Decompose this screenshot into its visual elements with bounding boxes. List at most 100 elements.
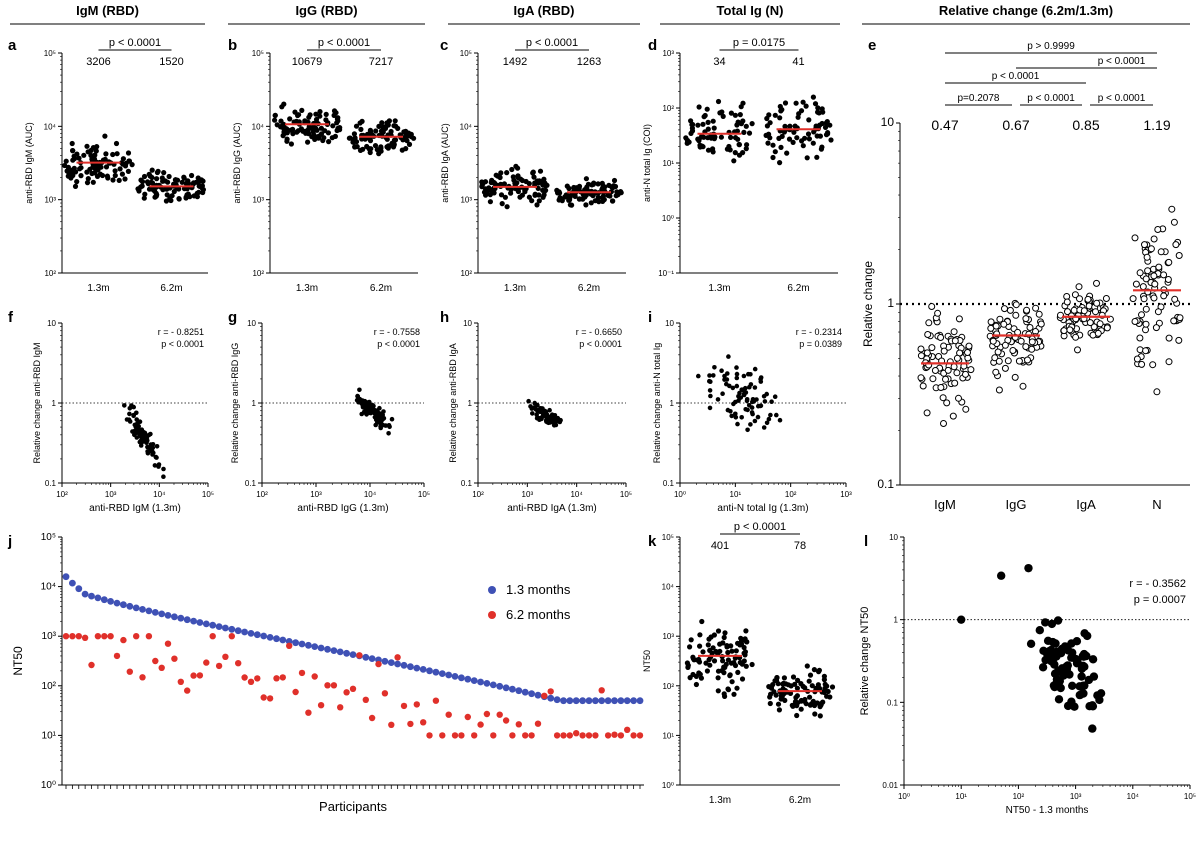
panel-k-point (693, 681, 700, 688)
panel-k-point (781, 675, 788, 681)
panel-b-ytick-label: 10⁴ (252, 122, 265, 131)
panel-d-median-value: 34 (713, 56, 725, 68)
panel-b-point (391, 137, 397, 143)
panel-e-point (1142, 305, 1150, 313)
panel-i-point (733, 411, 738, 417)
panel-k-point (709, 650, 715, 657)
panel-j-point-1-3-months (241, 628, 249, 636)
panel-c-point (583, 202, 589, 208)
panel-g-xtick-label: 10² (256, 490, 268, 499)
panel-i-point (752, 366, 758, 372)
panel-j-point-6-2-months (81, 634, 89, 641)
panel-f-point (143, 433, 148, 439)
panel-e-comparison: p < 0.0001 (992, 71, 1040, 82)
panel-j-point-1-3-months (617, 697, 625, 705)
panel-d-point (800, 143, 806, 149)
panel-a-point (62, 162, 68, 169)
panel-i-xtick-label: 10¹ (730, 490, 742, 499)
panel-g-xlabel: anti-RBD IgG (1.3m) (297, 503, 388, 514)
panel-d-pvalue: p = 0.0175 (733, 37, 785, 49)
panel-g-ylabel: Relative change anti-RBD IgG (230, 343, 240, 464)
panel-f-ytick-label: 10 (47, 319, 56, 328)
panel-f-stat: p < 0.0001 (161, 339, 204, 349)
panel-c-point (537, 168, 544, 174)
panel-f-xtick-label: 10⁵ (202, 490, 214, 499)
panel-k-point (790, 703, 796, 709)
panel-j-point-6-2-months (566, 732, 573, 739)
panel-j-point-6-2-months (222, 653, 229, 660)
panel-j-point-1-3-months (579, 697, 586, 705)
panel-d-point (766, 112, 772, 118)
panel-i-point (733, 415, 739, 420)
panel-i-point (764, 420, 770, 426)
panel-e-point (1160, 271, 1168, 279)
panel-j-point-6-2-months (356, 652, 363, 659)
panel-j-ylabel: NT50 (11, 646, 25, 676)
panel-e-point (1001, 364, 1009, 372)
panel-d-point (743, 146, 749, 152)
panel-a-point (191, 180, 197, 186)
panel-d-point (702, 112, 708, 119)
panel-e-point (939, 394, 947, 402)
panel-b-point (292, 109, 298, 115)
panel-j-point-1-3-months (266, 634, 274, 641)
panel-l-point (1051, 639, 1060, 648)
panel-b-category-label: 1.3m (296, 283, 318, 294)
panel-j-point-6-2-months (502, 717, 510, 724)
panel-a-point (90, 145, 96, 151)
panel-j-ytick-label: 10⁵ (41, 532, 56, 543)
panel-g-point (368, 410, 374, 416)
panel-b-point (354, 144, 360, 150)
panel-i-point (741, 373, 747, 379)
panel-b-point (383, 123, 389, 129)
panel-k-point (717, 641, 723, 647)
panel-i-stat: p = 0.0389 (799, 339, 842, 349)
panel-e-point (951, 337, 959, 345)
panel-j-point-6-2-months (235, 660, 242, 667)
panel-d-point (720, 113, 726, 119)
panel-d-point (740, 150, 746, 156)
panel-f-point (126, 417, 132, 423)
panel-b-point (406, 141, 413, 147)
panel-i-point (752, 385, 758, 390)
panel-k-point (715, 628, 722, 634)
panel-c-point (499, 201, 505, 207)
panel-j-point-6-2-months (477, 721, 484, 728)
panel-c-pvalue: p < 0.0001 (526, 37, 578, 49)
panel-j-point-1-3-months (496, 682, 504, 690)
panel-d-point (805, 131, 812, 137)
panel-k-category-label: 6.2m (789, 795, 811, 806)
panel-g-point (357, 387, 362, 393)
panel-a-point (187, 194, 193, 200)
panel-a-point (154, 192, 160, 198)
panel-k-point (811, 667, 818, 673)
panel-i-point (715, 397, 721, 402)
panel-j-point-1-3-months (177, 614, 185, 622)
panel-letter-e: e (868, 37, 876, 54)
panel-a-point (110, 177, 116, 183)
panel-e-point (1001, 305, 1008, 313)
panel-c-point (531, 174, 537, 180)
panel-e-ylabel: Relative change (861, 261, 875, 347)
panel-i-point (766, 416, 772, 422)
panel-k-point (766, 684, 772, 690)
panel-c-point (611, 177, 618, 184)
panel-k-point (731, 691, 737, 697)
panel-j-point-1-3-months (400, 661, 408, 669)
panel-i-point (772, 394, 778, 400)
panel-k-point (794, 712, 800, 719)
panel-d-point (734, 128, 741, 134)
panel-h-ylabel: Relative change anti-RBD IgA (448, 343, 458, 463)
panel-l-point (1054, 695, 1064, 704)
panel-d-median-value: 41 (792, 56, 804, 68)
panel-d-ytick-label: 10¹ (662, 159, 674, 168)
panel-e-point (995, 357, 1003, 365)
panel-letter-g: g (228, 309, 237, 326)
panel-k-point (812, 711, 818, 717)
panel-j-point-6-2-months (292, 688, 299, 696)
panel-h-point (535, 402, 540, 408)
panel-e-point (1147, 245, 1155, 253)
panel-a-point (113, 140, 120, 147)
panel-l-point (1041, 618, 1050, 627)
legend-label-0: 1.3 months (506, 582, 571, 597)
